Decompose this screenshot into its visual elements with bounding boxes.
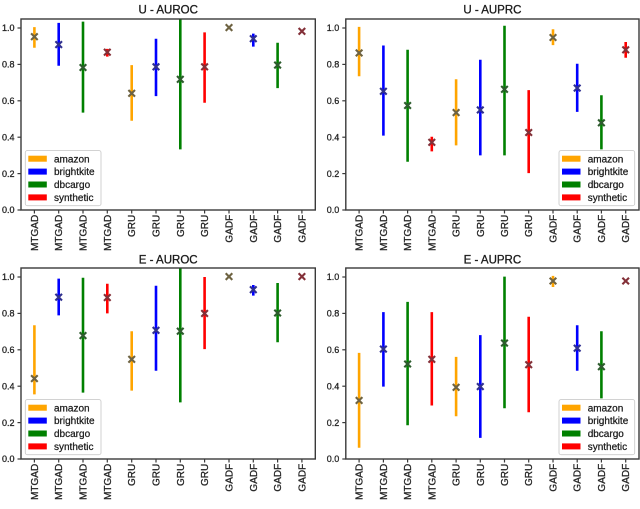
svg-text:MTGAD: MTGAD (427, 215, 438, 251)
svg-text:GADF: GADF (549, 464, 560, 492)
svg-text:MTGAD: MTGAD (403, 464, 414, 500)
svg-text:1.0: 1.0 (2, 23, 15, 33)
svg-text:GADF: GADF (273, 464, 284, 492)
svg-text:brightkite: brightkite (54, 416, 95, 427)
svg-text:GADF: GADF (297, 464, 308, 492)
svg-text:brightkite: brightkite (588, 167, 629, 178)
svg-text:0.2: 0.2 (327, 169, 340, 179)
svg-text:dbcargo: dbcargo (588, 429, 625, 440)
svg-text:GRU: GRU (152, 215, 163, 237)
svg-text:0.0: 0.0 (2, 205, 15, 215)
svg-text:0.4: 0.4 (2, 381, 15, 391)
svg-text:amazon: amazon (588, 403, 624, 414)
svg-text:E - AUPRC: E - AUPRC (464, 254, 522, 266)
svg-text:0.6: 0.6 (327, 96, 340, 106)
svg-text:MTGAD: MTGAD (54, 215, 65, 251)
svg-text:GADF: GADF (273, 215, 284, 243)
svg-text:MTGAD: MTGAD (355, 464, 366, 500)
svg-text:MTGAD: MTGAD (79, 215, 90, 251)
svg-text:GRU: GRU (152, 464, 163, 486)
svg-text:dbcargo: dbcargo (54, 180, 91, 191)
svg-text:0.4: 0.4 (327, 381, 340, 391)
svg-text:GRU: GRU (500, 464, 511, 486)
svg-text:GRU: GRU (452, 464, 463, 486)
svg-text:1.0: 1.0 (327, 272, 340, 282)
svg-text:GRU: GRU (452, 215, 463, 237)
svg-text:GADF: GADF (549, 215, 560, 243)
svg-text:GRU: GRU (500, 215, 511, 237)
svg-text:GADF: GADF (597, 464, 608, 492)
svg-text:GRU: GRU (127, 464, 138, 486)
svg-text:dbcargo: dbcargo (54, 429, 91, 440)
svg-text:MTGAD: MTGAD (379, 464, 390, 500)
svg-text:MTGAD: MTGAD (427, 464, 438, 500)
svg-text:MTGAD: MTGAD (103, 464, 114, 500)
svg-text:MTGAD: MTGAD (79, 464, 90, 500)
svg-text:0.6: 0.6 (2, 96, 15, 106)
svg-text:GRU: GRU (524, 215, 535, 237)
svg-text:0.0: 0.0 (2, 454, 15, 464)
svg-text:brightkite: brightkite (588, 416, 629, 427)
svg-text:amazon: amazon (54, 403, 90, 414)
svg-text:GADF: GADF (573, 464, 584, 492)
svg-text:0.4: 0.4 (327, 132, 340, 142)
svg-text:GADF: GADF (249, 464, 260, 492)
svg-text:GRU: GRU (476, 464, 487, 486)
svg-text:synthetic: synthetic (588, 442, 627, 453)
svg-text:brightkite: brightkite (54, 167, 95, 178)
svg-text:dbcargo: dbcargo (588, 180, 625, 191)
svg-text:GADF: GADF (621, 215, 632, 243)
svg-text:GRU: GRU (524, 464, 535, 486)
svg-text:0.8: 0.8 (2, 309, 15, 319)
svg-text:GADF: GADF (225, 215, 236, 243)
svg-text:GADF: GADF (249, 215, 260, 243)
svg-text:GRU: GRU (476, 215, 487, 237)
svg-text:amazon: amazon (588, 154, 624, 165)
svg-text:MTGAD: MTGAD (103, 215, 114, 251)
svg-text:0.2: 0.2 (2, 418, 15, 428)
svg-text:0.0: 0.0 (327, 205, 340, 215)
svg-text:GADF: GADF (225, 464, 236, 492)
svg-text:1.0: 1.0 (2, 272, 15, 282)
svg-text:MTGAD: MTGAD (403, 215, 414, 251)
svg-text:0.8: 0.8 (327, 60, 340, 70)
svg-text:0.8: 0.8 (2, 60, 15, 70)
svg-text:0.0: 0.0 (327, 454, 340, 464)
svg-text:GRU: GRU (127, 215, 138, 237)
svg-text:GADF: GADF (573, 215, 584, 243)
svg-text:0.2: 0.2 (2, 169, 15, 179)
svg-text:0.6: 0.6 (2, 345, 15, 355)
svg-text:synthetic: synthetic (54, 193, 93, 204)
svg-text:E - AUROC: E - AUROC (139, 254, 198, 266)
svg-text:MTGAD: MTGAD (30, 215, 41, 251)
svg-text:U - AUROC: U - AUROC (138, 4, 197, 16)
svg-text:synthetic: synthetic (588, 193, 627, 204)
svg-text:0.8: 0.8 (327, 309, 340, 319)
svg-text:GRU: GRU (200, 464, 211, 486)
svg-text:GADF: GADF (621, 464, 632, 492)
svg-text:MTGAD: MTGAD (54, 464, 65, 500)
svg-text:MTGAD: MTGAD (379, 215, 390, 251)
svg-text:GRU: GRU (200, 215, 211, 237)
svg-text:U - AUPRC: U - AUPRC (463, 4, 521, 16)
svg-text:GADF: GADF (597, 215, 608, 243)
svg-text:MTGAD: MTGAD (355, 215, 366, 251)
svg-text:synthetic: synthetic (54, 442, 93, 453)
svg-text:0.6: 0.6 (327, 345, 340, 355)
svg-text:GRU: GRU (176, 215, 187, 237)
svg-text:0.4: 0.4 (2, 132, 15, 142)
svg-text:amazon: amazon (54, 154, 90, 165)
svg-text:GADF: GADF (297, 215, 308, 243)
svg-text:1.0: 1.0 (327, 23, 340, 33)
svg-text:MTGAD: MTGAD (30, 464, 41, 500)
svg-text:GRU: GRU (176, 464, 187, 486)
svg-text:0.2: 0.2 (327, 418, 340, 428)
